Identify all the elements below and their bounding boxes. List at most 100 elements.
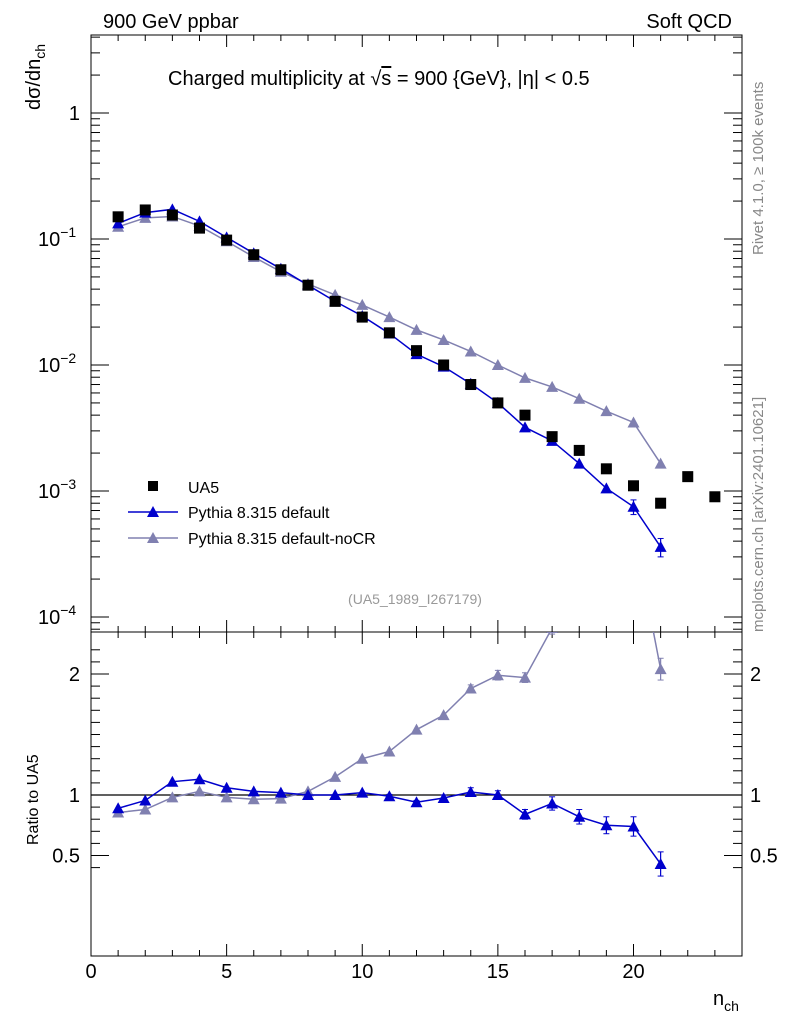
data-point-ua5 [112,211,124,223]
ratio-point-nocr [573,595,585,606]
chart-title-post: = 900 {GeV}, |η| < 0.5 [391,68,589,90]
ratio-point-nocr [247,793,260,805]
data-point-ua5 [573,444,585,456]
ratio-point-nocr [356,752,369,764]
data-point-ua5 [600,463,612,475]
ratio-point-nocr [193,785,206,797]
ratio-point-default [519,808,531,820]
ratio-point-nocr [628,523,640,534]
ratio-point-default [546,797,559,809]
data-point-ua5 [438,359,450,371]
ratio-point-default [437,792,450,804]
data-point-ua5 [465,379,477,391]
ratio-point-nocr [437,709,450,721]
x-tick-label: 0 [85,961,96,983]
ratio-point-default [491,789,504,800]
series-line-nocr [117,215,662,465]
chart-title-pre: Charged multiplicity at [168,68,370,90]
ratio-line-nocr [118,632,662,814]
ratio-point-nocr [383,745,396,757]
data-point-default [654,540,667,552]
data-point-ua5 [411,345,422,357]
data-point-ua5 [302,279,314,291]
rivet-label: Rivet 4.1.0, ≥ 100k events [750,82,767,255]
data-point-ua5 [546,431,558,443]
data-point-default [627,500,640,512]
legend: UA5 Pythia 8.315 default Pythia 8.315 de… [128,480,376,548]
data-point-nocr [464,345,477,357]
chart-title: Charged multiplicity at √s = 900 {GeV}, … [168,68,590,90]
y-tick-label-main: 1 [69,103,80,125]
y-tick-label-main: 10−2 [38,350,76,377]
ratio-point-default [302,789,314,800]
ratio-point-nocr [464,682,477,694]
ratio-point-default [247,785,260,797]
data-point-default [112,217,125,229]
ratio-point-nocr [329,770,342,782]
ratio-point-default [139,794,152,806]
ratio-point-default [112,802,125,814]
data-point-nocr [356,298,369,310]
ratio-point-default [356,786,369,798]
ratio-point-default [627,820,640,832]
ratio-point-default [573,810,586,822]
data-point-ua5 [655,497,667,509]
ratio-point-default [383,790,396,802]
header-right: Soft QCD [646,11,732,33]
legend-marker-default [147,506,159,517]
y-tick-label-main: 10−4 [38,602,76,629]
data-point-ua5 [492,397,504,409]
data-point-nocr [573,392,586,404]
x-tick-label: 20 [622,961,644,983]
data-point-ua5 [383,327,395,339]
y-tick-label-ratio-left: 1 [69,785,80,807]
ratio-point-default [410,796,423,808]
data-point-nocr [546,380,559,392]
y-tick-label-main: 10−3 [38,476,76,503]
x-tick-label: 15 [487,961,509,983]
x-tick-label: 5 [221,961,232,983]
data-point-ua5 [682,471,694,483]
ratio-point-nocr [410,723,423,735]
ratio-point-nocr [139,803,152,815]
main-series [112,203,721,558]
data-point-ua5 [709,491,721,503]
data-point-ua5 [628,480,639,492]
ratio-series [112,523,667,877]
ratio-point-default [464,785,477,797]
ratio-point-nocr [220,791,233,803]
data-point-nocr [383,311,396,323]
axes: 0 5 10 15 20 10−4 10−3 10−2 10−1 1 0.5 0.5 1 1 2 2 [38,35,778,983]
y-axis-label-ratio: Ratio to UA5 [25,754,42,845]
header-left: 900 GeV ppbar [103,11,239,33]
ratio-point-default [193,773,206,785]
ratio-point-nocr [546,632,559,634]
y-axis-label-main: dσ/dnch [23,44,48,110]
data-point-ua5 [248,249,260,261]
ratio-point-nocr [274,792,287,804]
legend-marker-nocr [147,532,159,543]
ratio-point-default [220,781,233,793]
ratio-point-nocr [654,663,667,675]
chart-title-sqrt: √ [370,68,381,90]
y-tick-label-main: 10−1 [38,224,76,251]
x-axis-label: nch [713,988,739,1014]
data-point-nocr [410,323,423,335]
data-point-nocr [654,457,667,469]
y-tick-label-ratio-left: 2 [69,664,80,686]
legend-marker-ua5 [148,481,158,491]
ratio-point-default [274,786,287,798]
y-tick-label-ratio-right: 0.5 [750,846,778,868]
y-tick-label-ratio-left: 0.5 [52,846,80,868]
data-point-nocr [600,405,613,417]
chart-title-s: s [381,68,391,90]
ratio-point-nocr [519,671,531,683]
data-point-nocr [519,371,531,383]
data-point-nocr [437,333,450,345]
ratio-point-nocr [166,791,179,803]
y-tick-label-ratio-right: 2 [750,664,761,686]
data-point-ua5 [519,409,531,421]
ratio-point-default [654,857,667,869]
data-point-ua5 [166,209,178,221]
